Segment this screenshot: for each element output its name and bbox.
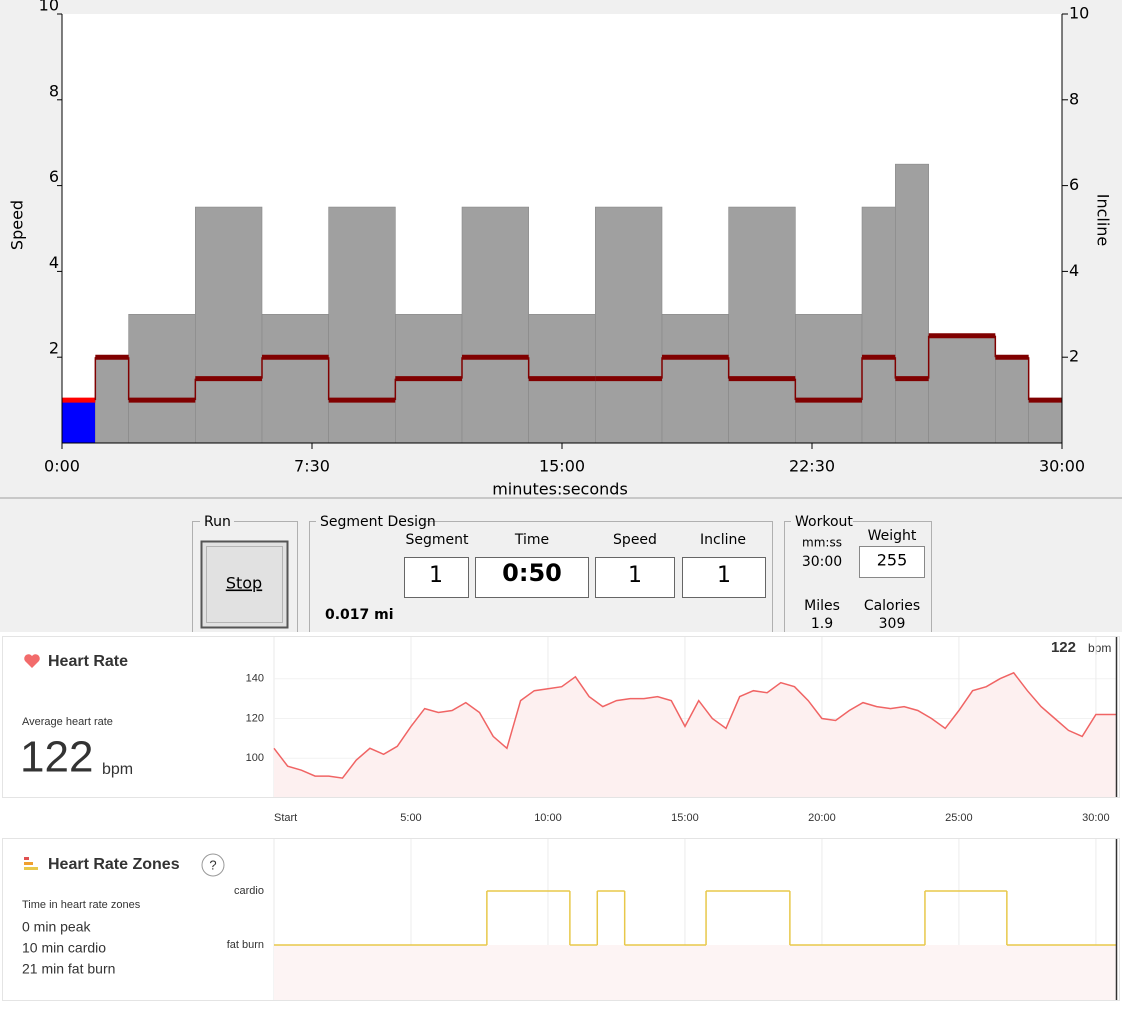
incline-bar <box>895 163 929 444</box>
x-tick-label: 15:00 <box>539 457 585 476</box>
heart-icon <box>24 654 40 668</box>
icon-bar <box>24 867 38 870</box>
icon-bar <box>24 857 29 860</box>
x-tick-label: 5:00 <box>400 812 421 824</box>
y2-tick-label: 8 <box>1069 89 1079 108</box>
incline-bar <box>195 206 263 444</box>
incline-bar <box>728 206 796 444</box>
groupbox-gap <box>791 515 853 529</box>
incline-bar <box>95 356 129 444</box>
field-value: 309 <box>879 616 906 632</box>
y-tick-label: 120 <box>246 712 264 724</box>
y-tick-label: 4 <box>49 253 59 272</box>
field-value: 1.9 <box>811 616 833 632</box>
x-tick-label: 20:00 <box>808 812 836 824</box>
incline-bar <box>995 356 1029 444</box>
incline-bar <box>595 206 663 444</box>
summary-line: 0 min peak <box>22 919 91 935</box>
x-tick-label: 22:30 <box>789 457 835 476</box>
incline-bar <box>661 313 729 444</box>
y-tick-label: 2 <box>49 339 59 358</box>
field-label: Miles <box>804 598 840 614</box>
field-box <box>595 557 675 598</box>
heart-rate-line <box>273 671 1117 779</box>
summary-unit: bpm <box>102 761 133 778</box>
group-title: Segment Design <box>320 514 436 530</box>
summary-value: 122 <box>20 733 93 782</box>
help-icon[interactable] <box>201 853 225 877</box>
y2-tick-label: 6 <box>1069 175 1079 194</box>
field-label: Time <box>514 532 549 548</box>
zone-area <box>274 945 1117 1000</box>
field-label: mm:ss <box>802 536 842 550</box>
y-tick-label: 140 <box>246 673 264 685</box>
current-unit: bpm <box>1088 641 1111 655</box>
y-tick-label: 100 <box>246 752 264 764</box>
y-axis-label: Speed <box>8 200 27 250</box>
groupbox-gap <box>200 515 234 529</box>
y2-tick-label: 4 <box>1069 261 1079 280</box>
field-label: Speed <box>613 532 657 548</box>
current-value: 122 <box>1051 639 1076 656</box>
x-tick-label: 7:30 <box>294 457 330 476</box>
help-text[interactable]: ? <box>209 857 216 872</box>
incline-bar <box>261 313 329 444</box>
incline-bar <box>861 206 896 444</box>
field-value: 1 <box>429 563 443 588</box>
incline-bar <box>795 313 863 444</box>
field-value: 255 <box>877 551 908 570</box>
field-value: 30:00 <box>802 554 842 570</box>
summary-line: 10 min cardio <box>22 940 106 956</box>
x-axis-label: minutes:seconds <box>492 480 628 499</box>
field-value: 0:50 <box>502 559 562 587</box>
summary-label: Time in heart rate zones <box>22 899 141 911</box>
y2-tick-label: 2 <box>1069 347 1079 366</box>
heart-rate-area <box>274 672 1117 797</box>
incline-bar <box>928 335 996 444</box>
x-tick-label: Start <box>274 812 297 824</box>
field-box <box>404 557 469 598</box>
y2-tick-label: 10 <box>1069 4 1089 23</box>
field-box[interactable] <box>859 546 925 578</box>
card-title: Heart Rate <box>48 653 128 670</box>
incline-bar <box>461 206 529 444</box>
field-label: Weight <box>868 528 917 544</box>
x-tick-label: 15:00 <box>671 812 699 824</box>
x-tick-label: 25:00 <box>945 812 973 824</box>
field-label: Incline <box>700 532 746 548</box>
card-title: Heart Rate Zones <box>48 856 180 873</box>
field-label: Segment <box>406 532 470 548</box>
groupbox-gap <box>316 515 424 529</box>
x-tick-label: 30:00 <box>1082 812 1110 824</box>
x-tick-label: 30:00 <box>1039 457 1085 476</box>
incline-bar <box>1028 399 1063 444</box>
group-title: Workout <box>795 514 853 530</box>
field-box <box>475 557 589 598</box>
stop-button[interactable] <box>200 540 289 629</box>
icon-bar <box>24 862 33 865</box>
incline-bar <box>128 313 196 444</box>
y-tick-label: 8 <box>49 81 59 100</box>
field-box <box>682 557 766 598</box>
y-tick-label: 6 <box>49 167 59 186</box>
field-value: 1 <box>717 563 731 588</box>
incline-bar <box>62 400 96 443</box>
field-label: Calories <box>864 598 920 614</box>
x-tick-label: 10:00 <box>534 812 562 824</box>
button-label[interactable]: Stop <box>226 574 262 593</box>
summary-label: Average heart rate <box>22 716 113 728</box>
zones-icon <box>24 857 38 870</box>
x-tick-label: 0:00 <box>44 457 80 476</box>
y-tick-label: 10 <box>39 0 59 15</box>
incline-bar <box>328 206 396 444</box>
y-category-label: fat burn <box>227 939 264 951</box>
y2-axis-label: Incline <box>1094 194 1113 247</box>
y-category-label: cardio <box>234 885 264 897</box>
button-focus <box>206 546 283 623</box>
summary-line: 21 min fat burn <box>22 961 115 977</box>
group-title: Run <box>204 514 231 530</box>
field-value: 1 <box>628 563 642 588</box>
distance: 0.017 mi <box>325 607 394 623</box>
